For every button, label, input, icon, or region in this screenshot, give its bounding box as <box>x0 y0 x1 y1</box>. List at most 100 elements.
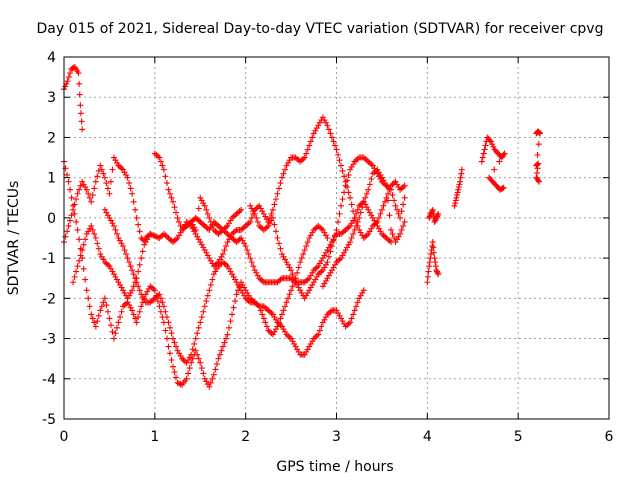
data-point <box>365 230 372 237</box>
data-point <box>138 303 145 310</box>
data-point <box>173 209 180 216</box>
data-point <box>294 281 301 288</box>
data-point <box>235 209 242 216</box>
data-point <box>378 206 385 213</box>
data-point <box>336 210 343 217</box>
x-axis-label: GPS time / hours <box>276 459 393 475</box>
data-point <box>213 361 220 368</box>
data-point <box>194 216 201 223</box>
data-point <box>170 335 176 342</box>
x-tick-label: 2 <box>241 429 250 445</box>
data-point <box>166 190 173 197</box>
data-point <box>110 222 117 229</box>
data-point <box>333 259 340 266</box>
x-tick-label: 1 <box>150 429 159 445</box>
data-point <box>173 374 180 381</box>
data-point <box>380 202 387 209</box>
data-point <box>248 259 255 266</box>
data-point <box>154 292 161 299</box>
data-point <box>345 241 352 248</box>
data-point <box>207 281 214 288</box>
data-point <box>129 190 136 197</box>
data-point <box>112 273 119 280</box>
data-point <box>250 208 257 215</box>
data-point <box>356 214 363 221</box>
data-point <box>304 346 311 353</box>
data-point <box>153 293 160 300</box>
data-point <box>380 177 387 184</box>
data-point <box>263 216 270 223</box>
data-point <box>179 355 186 362</box>
data-point <box>280 170 287 177</box>
data-point <box>95 167 102 174</box>
data-point <box>430 249 437 256</box>
data-point <box>322 277 329 284</box>
data-point <box>83 287 90 294</box>
data-point <box>391 197 398 204</box>
data-point <box>166 350 173 357</box>
data-point <box>216 256 223 263</box>
data-point <box>110 154 117 161</box>
data-point <box>259 277 266 284</box>
data-point <box>107 265 114 272</box>
data-point <box>192 214 199 221</box>
data-point <box>336 312 343 319</box>
data-point <box>434 269 441 276</box>
data-point <box>97 307 104 314</box>
data-point <box>309 281 316 288</box>
data-point <box>130 271 137 278</box>
data-point <box>339 167 346 174</box>
data-point <box>345 224 352 231</box>
data-point <box>101 206 108 213</box>
data-point <box>347 166 354 173</box>
data-point <box>71 201 78 208</box>
data-point <box>68 212 75 219</box>
data-point <box>76 186 83 193</box>
data-point <box>135 283 142 290</box>
data-point <box>321 316 328 323</box>
data-point <box>251 267 258 274</box>
data-point <box>321 229 328 236</box>
data-point <box>285 295 292 302</box>
data-point <box>269 331 276 338</box>
data-point <box>117 281 124 288</box>
data-point <box>207 379 214 386</box>
data-point <box>94 173 101 180</box>
data-point <box>186 354 193 361</box>
data-point <box>319 267 326 274</box>
data-point <box>162 173 169 180</box>
data-point <box>166 236 173 243</box>
data-point <box>306 287 313 294</box>
data-point <box>233 210 240 217</box>
data-point <box>292 343 299 350</box>
data-point <box>194 351 201 358</box>
data-point <box>115 279 122 286</box>
data-point <box>342 226 349 233</box>
data-point <box>496 158 503 165</box>
data-point <box>350 230 357 237</box>
data-point <box>136 287 143 294</box>
data-point <box>189 355 196 362</box>
data-point <box>491 166 498 173</box>
data-point <box>347 319 354 326</box>
data-point <box>206 383 213 390</box>
data-point <box>534 151 541 158</box>
data-point <box>245 220 252 227</box>
data-point <box>325 126 332 133</box>
data-point <box>384 236 391 243</box>
data-point <box>282 256 289 263</box>
data-point <box>369 170 376 177</box>
data-point <box>324 247 331 254</box>
data-point <box>316 269 323 276</box>
data-point <box>117 314 124 321</box>
data-point <box>126 180 133 187</box>
data-point <box>238 287 245 294</box>
data-point <box>212 268 219 275</box>
data-point <box>236 208 243 215</box>
data-point <box>533 169 540 176</box>
y-tick-label: -1 <box>42 251 56 267</box>
data-point <box>224 230 231 237</box>
data-point <box>535 141 542 148</box>
data-point <box>183 359 190 366</box>
